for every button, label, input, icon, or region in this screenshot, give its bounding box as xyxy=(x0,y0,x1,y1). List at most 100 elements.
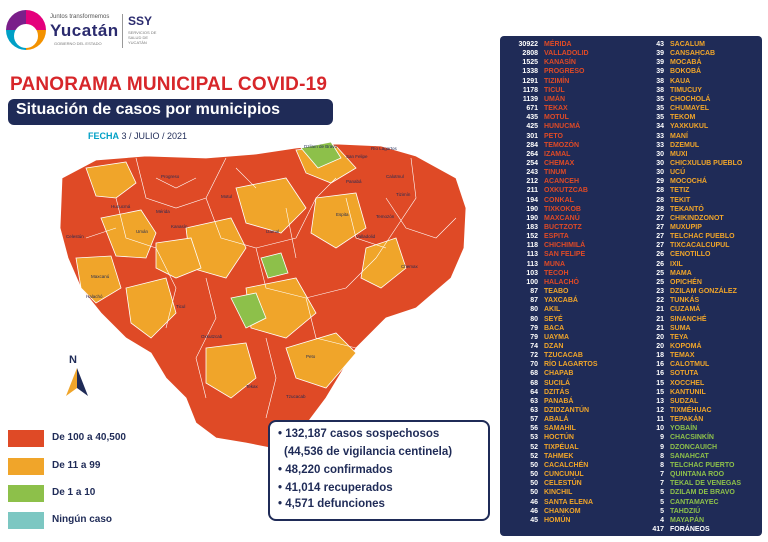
case-count: 38 xyxy=(656,86,664,94)
region-green-south xyxy=(230,292,267,329)
case-count: 1291 xyxy=(522,77,538,85)
municipality-list-column-1: 30922 MÉRIDA 2808 VALLADOLID 1525 KANASÍN 1338… xyxy=(500,36,636,536)
ssy-logo: SSY xyxy=(128,14,153,28)
municipality-name: PETO xyxy=(544,132,563,140)
municipality-name: OXKUTZCAB xyxy=(544,187,588,195)
municipality-name: BUCTZOTZ xyxy=(544,224,582,231)
municipality-row: 18 TEMAX xyxy=(626,351,762,360)
municipality-name: CHANKOM xyxy=(544,507,581,515)
north-arrow-icon xyxy=(66,368,88,396)
page-subtitle: Situación de casos por municipios xyxy=(16,101,281,118)
case-count: 10 xyxy=(656,425,664,433)
municipality-row: 194 CONKAL xyxy=(500,196,636,205)
case-count: 50 xyxy=(530,471,538,479)
municipality-name: MUNA xyxy=(544,260,565,268)
map-label: Maxcanú xyxy=(91,274,110,279)
case-count: 50 xyxy=(530,489,538,497)
case-count: 25 xyxy=(656,269,664,277)
municipality-name: UAYMA xyxy=(544,333,570,341)
government-logo: Juntos transformemos Yucatán GOBIERNO DE… xyxy=(6,4,156,52)
municipality-row: 21 CUZAMÁ xyxy=(626,305,762,314)
map-label: Valladolid xyxy=(356,234,376,239)
map-label: Motul xyxy=(221,194,232,199)
case-count: 100 xyxy=(526,278,538,286)
municipality-name: TEKIT xyxy=(670,196,691,204)
municipality-row: 52 TAHMEK xyxy=(500,452,636,461)
date-label: FECHA xyxy=(88,131,119,141)
case-count: 425 xyxy=(526,123,538,131)
municipality-row: 103 TECOH xyxy=(500,269,636,278)
map-label: Ticul xyxy=(176,304,185,309)
municipality-row: 15 KANTUNIL xyxy=(626,388,762,397)
municipality-row: 64 DZITÁS xyxy=(500,388,636,397)
municipality-name: YAXKUKUL xyxy=(670,123,709,131)
case-count: 21 xyxy=(656,306,664,314)
legend-label: De 11 a 99 xyxy=(52,460,101,471)
case-count: 26 xyxy=(656,251,664,259)
municipality-name: TZUCACAB xyxy=(544,352,583,360)
case-count: 284 xyxy=(526,141,538,149)
case-count: 9 xyxy=(660,443,664,451)
region-east-central xyxy=(310,192,367,249)
map-label: Panabá xyxy=(346,179,362,184)
municipality-row: 27 CHIKINDZONOT xyxy=(626,214,762,223)
municipality-row: 87 TEABO xyxy=(500,287,636,296)
case-count: 35 xyxy=(656,114,664,122)
case-count: 113 xyxy=(526,251,538,259)
case-count: 39 xyxy=(656,68,664,76)
summary-sentinel: (44,536 de vigilancia centinela) xyxy=(284,446,453,458)
case-count: 27 xyxy=(656,214,664,222)
municipality-row: 8 SANAHCAT xyxy=(626,452,762,461)
case-count: 21 xyxy=(656,315,664,323)
legend-item-green: De 1 a 10 xyxy=(8,485,156,502)
map-label: Umán xyxy=(136,229,149,234)
case-count: 72 xyxy=(530,352,538,360)
case-count: 671 xyxy=(526,105,538,113)
map-label: Calotmul xyxy=(386,174,404,179)
legend-item-orange: De 11 a 99 xyxy=(8,458,156,475)
municipality-row: 100 HALACHÓ xyxy=(500,278,636,287)
case-count: 50 xyxy=(530,480,538,488)
municipality-row: 25 MAMA xyxy=(626,269,762,278)
case-count: 5 xyxy=(660,489,664,497)
municipality-row: 7 TEKAL DE VENEGAS xyxy=(626,479,762,488)
municipality-row: 56 SAMAHIL xyxy=(500,424,636,433)
municipality-row: 113 MUNA xyxy=(500,260,636,269)
municipality-name: DZONCAUICH xyxy=(670,443,718,451)
municipality-row: 27 TIXCACALCUPUL xyxy=(626,241,762,250)
municipality-name: AKIL xyxy=(544,306,561,314)
case-count: 301 xyxy=(526,132,538,140)
map-label: Progreso xyxy=(161,174,180,179)
case-count: 417 xyxy=(652,525,664,533)
map-label: Mérida xyxy=(156,209,170,214)
municipality-row: 72 TZUCACAB xyxy=(500,351,636,360)
municipality-row: 30 MUXI xyxy=(626,150,762,159)
map-label: Kanasín xyxy=(171,224,188,229)
case-count: 33 xyxy=(656,132,664,140)
municipality-row: 23 DZILAM GONZÁLEZ xyxy=(626,287,762,296)
municipality-row: 212 ACANCEH xyxy=(500,177,636,186)
case-count: 8 xyxy=(660,461,664,469)
municipality-name: TELCHAC PUERTO xyxy=(670,461,735,469)
municipality-row: 211 OXKUTZCAB xyxy=(500,186,636,195)
municipality-name: SAMAHIL xyxy=(544,425,576,433)
case-count: 46 xyxy=(530,507,538,515)
map-label: Río Lagartos xyxy=(371,146,398,151)
map-label: Izamal xyxy=(266,229,279,234)
case-count: 74 xyxy=(530,342,538,350)
map-label: Halachó xyxy=(86,294,103,299)
case-count: 27 xyxy=(656,233,664,241)
region-east xyxy=(360,237,407,289)
case-count: 28 xyxy=(656,205,664,213)
municipality-row: 16 SOTUTA xyxy=(626,369,762,378)
case-count: 5 xyxy=(660,507,664,515)
case-count: 7 xyxy=(660,480,664,488)
date-line: FECHA 3 / JULIO / 2021 xyxy=(88,131,187,141)
municipality-row: 15 XOCCHEL xyxy=(626,379,762,388)
municipality-row: 50 CACALCHÉN xyxy=(500,461,636,470)
municipality-row: 80 SEYÉ xyxy=(500,315,636,324)
case-count: 4 xyxy=(660,516,664,524)
municipality-row: 1178 TICUL xyxy=(500,86,636,95)
municipality-row: 80 AKIL xyxy=(500,305,636,314)
case-count: 212 xyxy=(526,178,538,186)
